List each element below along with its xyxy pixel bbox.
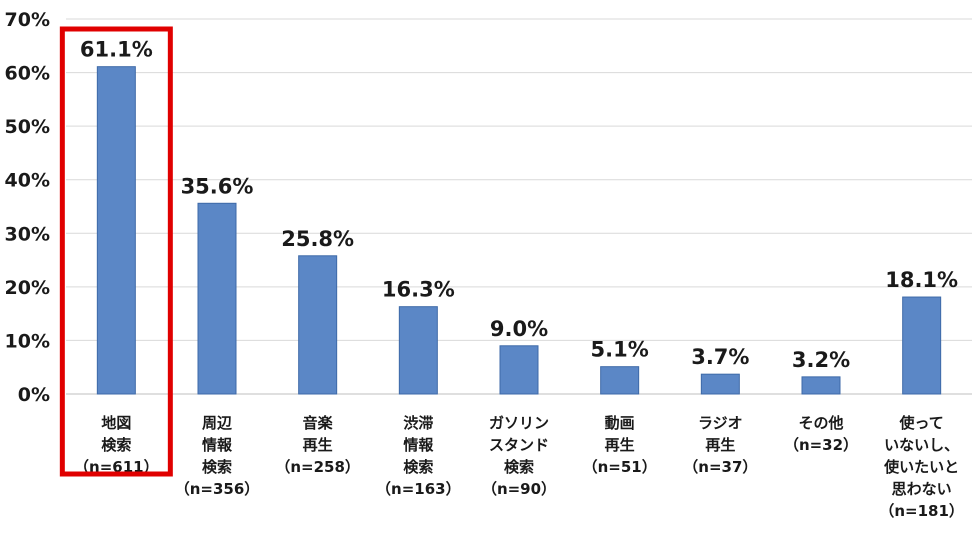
bars (96, 66, 942, 395)
highlight-frame (59, 26, 173, 477)
y-tick-label: 10% (5, 330, 50, 352)
bar (197, 202, 237, 395)
bar (298, 255, 338, 395)
y-tick-label: 60% (5, 63, 50, 85)
y-axis: 0% 10% 20% 30% 40% 50% 60% 70% (5, 9, 50, 406)
data-label: 3.2% (792, 348, 850, 372)
bar (902, 296, 942, 395)
bar (96, 66, 136, 395)
x-category-label: 音楽再生（n=258） (275, 414, 360, 476)
data-label: 9.0% (490, 317, 548, 341)
bar (398, 306, 438, 395)
x-category-label: 使っていないし、使いたいと思わない（n=181） (879, 414, 964, 520)
x-category-label: その他（n=32） (784, 414, 858, 454)
x-category-label: ガソリンスタンド検索（n=90） (482, 414, 556, 498)
data-label: 18.1% (885, 268, 958, 292)
y-tick-label: 70% (5, 9, 50, 31)
y-tick-label: 20% (5, 277, 50, 299)
x-category-label: ラジオ再生（n=37） (683, 414, 757, 476)
bar (499, 345, 539, 395)
data-label: 61.1% (80, 38, 153, 62)
x-category-label: 渋滞情報検索（n=163） (376, 414, 461, 498)
y-tick-label: 40% (5, 170, 50, 192)
x-category-label: 周辺情報検索（n=356） (175, 414, 260, 498)
x-category-label: 動画再生（n=51） (583, 414, 657, 476)
data-label: 35.6% (181, 174, 254, 198)
data-label: 25.8% (281, 227, 354, 251)
x-axis-categories: 地図検索（n=611） 周辺情報検索（n=356）音楽再生（n=258） 渋滞情報検… (74, 414, 964, 520)
y-tick-label: 30% (5, 223, 50, 245)
data-label: 16.3% (382, 278, 455, 302)
x-category-label: 地図検索（n=611） (74, 414, 159, 476)
y-tick-label: 50% (5, 116, 50, 138)
y-tick-label: 0% (18, 384, 50, 406)
bar (600, 366, 640, 395)
data-label: 5.1% (591, 338, 649, 362)
data-labels: 61.1% 35.6% 25.8% 16.3% 9.0% 5.1% 3.7% 3.2% 18.1… (80, 38, 958, 372)
bar (700, 373, 740, 395)
data-label: 3.7% (691, 345, 749, 369)
bar (801, 376, 841, 395)
highlight-frame-box (59, 26, 173, 477)
